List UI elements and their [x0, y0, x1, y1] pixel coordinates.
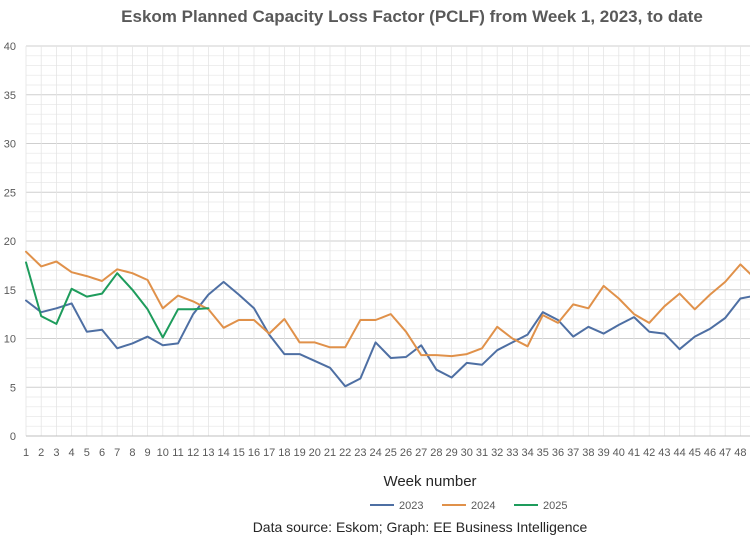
chart-series: [25, 250, 750, 388]
x-tick-label: 38: [582, 447, 594, 459]
data-source-note: Data source: Eskom; Graph: EE Business I…: [253, 519, 588, 535]
x-tick-label: 47: [719, 447, 731, 459]
chart-title: Eskom Planned Capacity Loss Factor (PCLF…: [121, 7, 703, 26]
x-tick-label: 41: [628, 447, 640, 459]
x-tick-label: 34: [521, 447, 533, 459]
x-tick-label: 43: [658, 447, 670, 459]
x-tick-label: 37: [567, 447, 579, 459]
x-tick-label: 24: [369, 447, 381, 459]
y-tick-label: 5: [10, 382, 16, 394]
y-tick-label: 10: [4, 334, 16, 346]
x-tick-label: 5: [84, 447, 90, 459]
x-tick-label: 26: [400, 447, 412, 459]
x-tick-label: 3: [53, 447, 59, 459]
x-tick-label: 10: [157, 447, 169, 459]
y-tick-label: 0: [10, 431, 16, 443]
x-tick-label: 36: [552, 447, 564, 459]
chart-grid: [25, 45, 750, 437]
x-tick-label: 19: [293, 447, 305, 459]
x-tick-label: 22: [339, 447, 351, 459]
y-tick-label: 15: [4, 285, 16, 297]
x-tick-label: 46: [704, 447, 716, 459]
x-tick-label: 32: [491, 447, 503, 459]
x-tick-label: 25: [385, 447, 397, 459]
x-tick-label: 31: [476, 447, 488, 459]
x-tick-label: 18: [278, 447, 290, 459]
x-axis-title: Week number: [383, 473, 476, 490]
x-tick-label: 44: [673, 447, 685, 459]
y-tick-label: 30: [4, 139, 16, 151]
x-tick-label: 23: [354, 447, 366, 459]
x-tick-label: 9: [145, 447, 151, 459]
series-line-2025: [25, 261, 210, 339]
x-tick-label: 21: [324, 447, 336, 459]
x-tick-label: 15: [233, 447, 245, 459]
x-tick-label: 2: [38, 447, 44, 459]
x-tick-label: 8: [129, 447, 135, 459]
x-tick-label: 1: [23, 447, 29, 459]
legend-label-2023: 2023: [399, 500, 423, 512]
y-tick-label: 40: [4, 41, 16, 53]
x-tick-label: 13: [202, 447, 214, 459]
x-tick-label: 12: [187, 447, 199, 459]
x-tick-label: 4: [69, 447, 75, 459]
x-tick-label: 28: [430, 447, 442, 459]
legend-label-2025: 2025: [543, 500, 567, 512]
series-line-2024: [25, 250, 750, 358]
x-tick-label: 40: [613, 447, 625, 459]
chart-legend: 2023 2024 2025: [370, 500, 567, 512]
y-tick-label: 25: [4, 187, 16, 199]
x-tick-label: 16: [248, 447, 260, 459]
x-tick-label: 33: [506, 447, 518, 459]
x-tick-label: 11: [172, 447, 183, 459]
legend-label-2024: 2024: [471, 500, 495, 512]
x-tick-label: 30: [461, 447, 473, 459]
x-tick-label: 48: [734, 447, 746, 459]
x-tick-label: 29: [445, 447, 457, 459]
y-tick-label: 20: [4, 236, 16, 248]
x-axis-ticks: 1 2 3 4 5 6 7 8 9 10 11 12 13 14 15 16 17 18 19 20 21 22 23 24 2…: [23, 447, 747, 459]
x-tick-label: 6: [99, 447, 105, 459]
x-tick-label: 42: [643, 447, 655, 459]
x-tick-label: 20: [309, 447, 321, 459]
x-tick-label: 7: [114, 447, 120, 459]
x-tick-label: 39: [597, 447, 609, 459]
y-tick-label: 35: [4, 90, 16, 102]
series-line-2023: [25, 280, 750, 388]
x-tick-label: 17: [263, 447, 275, 459]
x-tick-label: 27: [415, 447, 427, 459]
x-tick-label: 45: [689, 447, 701, 459]
x-tick-label: 14: [217, 447, 229, 459]
x-tick-label: 35: [537, 447, 549, 459]
y-axis-ticks: 0 5 10 15 20 25 30 35 40: [4, 41, 16, 443]
